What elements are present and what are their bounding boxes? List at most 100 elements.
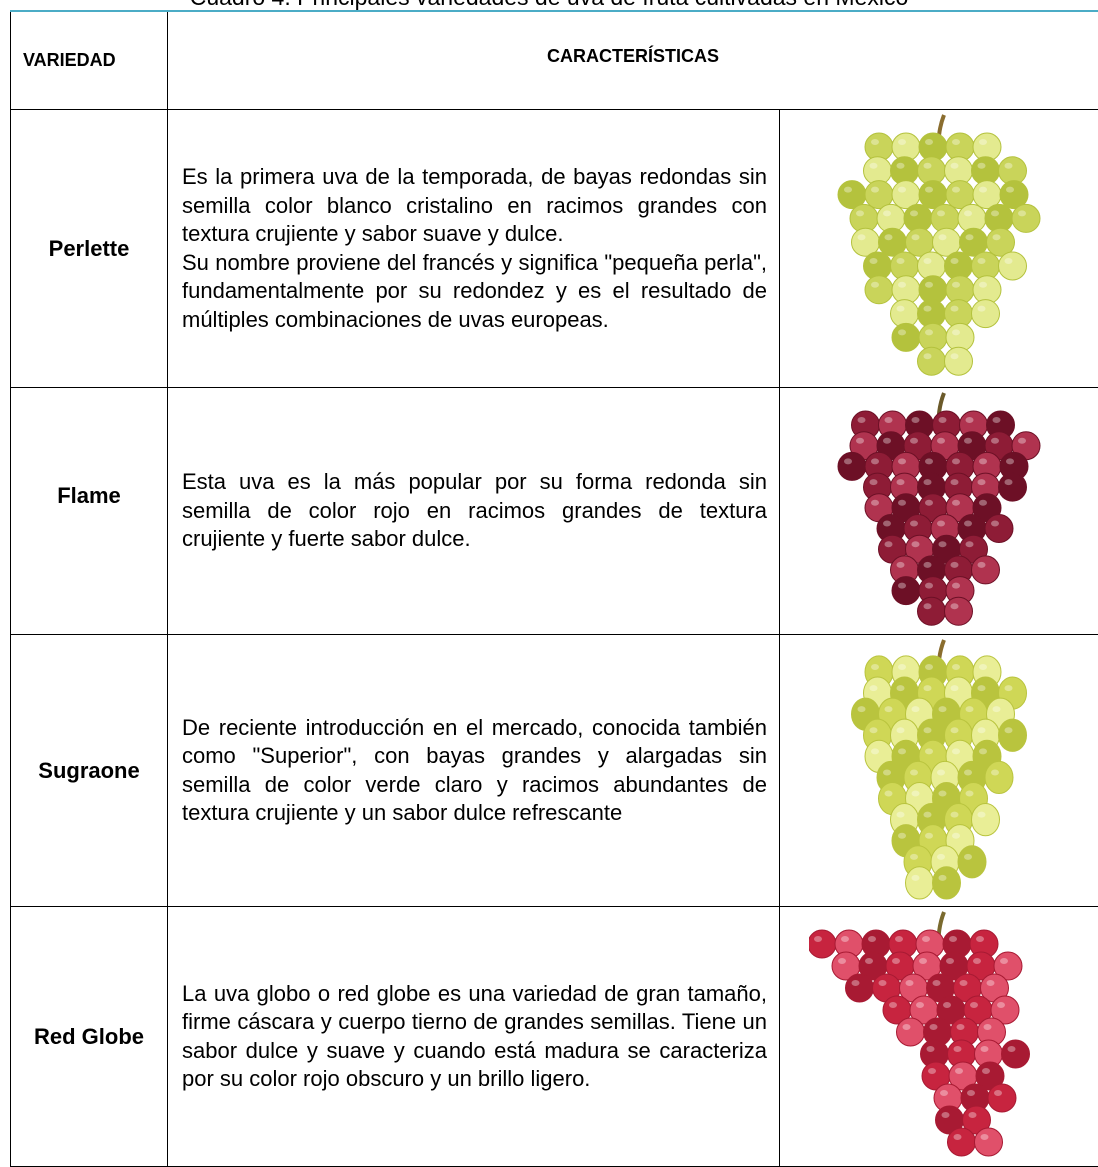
grape-part	[957, 844, 987, 878]
grape-part	[938, 540, 947, 547]
grape-part	[878, 979, 887, 986]
grape-part	[891, 322, 921, 352]
grape-part	[871, 138, 879, 145]
description-paragraph: Esta uva es la más popular por su forma …	[182, 469, 767, 552]
description: La uva globo o red globe es una variedad…	[182, 980, 767, 1094]
grape-part	[923, 684, 932, 691]
variety-name: Flame	[57, 483, 121, 508]
grape-part	[953, 1045, 962, 1052]
grape-part	[898, 663, 906, 670]
grape-part	[937, 520, 945, 526]
grape-part	[952, 186, 960, 193]
grape-part	[971, 554, 1000, 584]
grape-part	[943, 1001, 951, 1008]
description: Esta uva es la más popular por su forma …	[182, 468, 767, 554]
grape-part	[902, 1023, 911, 1030]
grape-part	[1004, 162, 1013, 169]
table-row: Flame Esta uva es la más popular por su f…	[10, 388, 1098, 635]
grape-part	[977, 561, 986, 568]
grape-part	[950, 352, 959, 359]
grape-part	[993, 951, 1023, 980]
grape-part	[896, 811, 905, 818]
grape-part	[1011, 203, 1041, 233]
grape-part	[926, 1045, 935, 1052]
grape-part	[950, 602, 959, 609]
grape-part	[937, 768, 945, 775]
grape-part	[925, 138, 933, 145]
table-row: Perlette Es la primera uva de la temporad…	[10, 110, 1098, 388]
grape-part	[964, 520, 972, 526]
grape-part	[955, 1067, 963, 1074]
image-cell	[780, 110, 1098, 387]
grape-part	[869, 478, 878, 485]
grape-part	[952, 582, 960, 589]
grape-part	[871, 186, 879, 193]
grape-part	[844, 186, 852, 193]
grape-part	[837, 451, 867, 481]
grape-part	[869, 257, 878, 264]
grape-part	[937, 853, 945, 860]
grape-part	[923, 162, 932, 169]
grape-image	[837, 113, 1041, 376]
grape-part	[898, 457, 906, 464]
table-row: Sugraone De reciente introducción en el m…	[10, 635, 1098, 907]
grape-part	[979, 663, 987, 670]
grape-part	[952, 457, 960, 464]
grape-part	[925, 747, 933, 754]
grape-part	[977, 726, 986, 733]
grape-part	[917, 346, 946, 376]
grape-part	[911, 540, 920, 547]
grape-part	[956, 1023, 965, 1030]
grape-part	[952, 499, 960, 506]
grape-part	[923, 478, 932, 485]
grape-part	[984, 513, 1014, 543]
grape-part	[851, 979, 860, 986]
grape-part	[991, 768, 999, 775]
title: Cuadro 4. Principales variedades de uva …	[0, 0, 1098, 11]
grape-part	[884, 233, 893, 240]
description-paragraph: De reciente introducción en el mercado, …	[182, 714, 767, 826]
grape-part	[979, 499, 987, 506]
grape-part	[923, 811, 932, 818]
description-paragraph: La uva globo o red globe es una variedad…	[182, 980, 767, 1092]
grape-part	[871, 281, 879, 288]
grape-part	[992, 233, 1001, 240]
image-cell	[780, 635, 1098, 906]
grape-part	[884, 790, 893, 797]
grape-part	[999, 179, 1029, 209]
variety-name: Perlette	[48, 235, 130, 261]
grape-part	[976, 935, 984, 942]
grape-part	[982, 1067, 990, 1074]
grape-image	[851, 638, 1027, 900]
grape-part	[898, 582, 906, 589]
grape-part	[814, 935, 822, 942]
grape-part	[883, 437, 891, 444]
grape-part	[910, 209, 918, 216]
grape-part	[944, 346, 973, 376]
grape-part	[1001, 1039, 1030, 1068]
grape-part	[911, 790, 920, 797]
grape-part	[986, 227, 1015, 257]
grape-part	[983, 1023, 992, 1030]
header-row: VARIEDAD CARACTERÍSTICAS	[10, 12, 1098, 110]
grape-part	[841, 935, 849, 942]
grape-part	[925, 281, 933, 288]
grape-part	[884, 540, 893, 547]
grape-part	[865, 957, 873, 964]
grape-part	[845, 973, 874, 1002]
grape-part	[980, 1045, 989, 1052]
grape-part	[898, 499, 906, 506]
grape-part	[911, 874, 920, 881]
grape-part	[952, 281, 960, 288]
grape-part	[1000, 957, 1008, 964]
description: Es la primera uva de la temporada, de ba…	[182, 163, 767, 334]
grape-part	[1006, 186, 1014, 193]
header-cell: CARACTERÍSTICAS	[546, 46, 719, 66]
grape-part	[857, 416, 866, 423]
grape-part	[910, 768, 918, 775]
grape-part	[959, 979, 968, 986]
variety-name: Sugraone	[38, 757, 140, 783]
grape-part	[998, 472, 1027, 502]
grape-part	[977, 162, 986, 169]
grape-part	[883, 209, 891, 216]
